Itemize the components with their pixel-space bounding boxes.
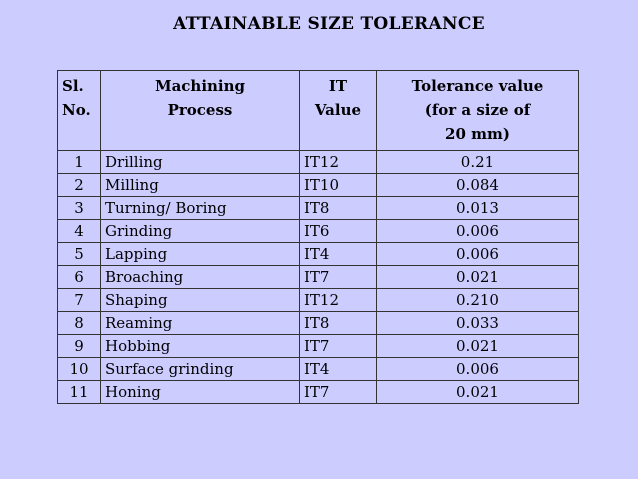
cell-tolerance: 0.006: [376, 357, 579, 381]
table-row: 9 Hobbing IT7 0.021: [57, 334, 579, 358]
table-row: 2 Milling IT10 0.084: [57, 173, 579, 197]
cell-sl-no: 3: [57, 196, 101, 220]
cell-it-value: IT12: [299, 288, 377, 312]
cell-it-value: IT8: [299, 196, 377, 220]
table-body: 1 Drilling IT12 0.21 2 Milling IT10 0.084 3 Turni…: [57, 150, 579, 404]
cell-process: Turning/ Boring: [100, 196, 300, 220]
cell-sl-no: 9: [57, 334, 101, 358]
table-row: 4 Grinding IT6 0.006: [57, 219, 579, 243]
cell-tolerance: 0.21: [376, 150, 579, 174]
header-tol-line2: (for a size of: [424, 101, 531, 119]
cell-sl-no: 4: [57, 219, 101, 243]
cell-it-value: IT12: [299, 150, 377, 174]
table-row: 11 Honing IT7 0.021: [57, 380, 579, 404]
cell-tolerance: 0.021: [376, 334, 579, 358]
cell-it-value: IT4: [299, 357, 377, 381]
cell-sl-no: 7: [57, 288, 101, 312]
cell-it-value: IT10: [299, 173, 377, 197]
header-sl-no: Sl. No.: [57, 70, 101, 151]
tolerance-table: Sl. No. Machining Process IT Value Toler…: [57, 70, 579, 404]
header-tol-line1: Tolerance value: [411, 77, 544, 95]
cell-it-value: IT7: [299, 334, 377, 358]
cell-sl-no: 2: [57, 173, 101, 197]
cell-process: Reaming: [100, 311, 300, 335]
cell-sl-no: 10: [57, 357, 101, 381]
cell-it-value: IT7: [299, 265, 377, 289]
header-tol-line3: 20 mm): [445, 125, 510, 143]
table-row: 1 Drilling IT12 0.21: [57, 150, 579, 174]
table-row: 6 Broaching IT7 0.021: [57, 265, 579, 289]
cell-tolerance: 0.084: [376, 173, 579, 197]
cell-sl-no: 5: [57, 242, 101, 266]
header-row: Sl. No. Machining Process IT Value Toler…: [57, 70, 579, 151]
header-sl-no-line1: Sl.: [62, 77, 84, 95]
cell-process: Milling: [100, 173, 300, 197]
cell-process: Surface grinding: [100, 357, 300, 381]
cell-tolerance: 0.006: [376, 242, 579, 266]
header-it-line1: IT: [328, 77, 348, 95]
cell-process: Honing: [100, 380, 300, 404]
cell-process: Grinding: [100, 219, 300, 243]
cell-process: Lapping: [100, 242, 300, 266]
table-row: 8 Reaming IT8 0.033: [57, 311, 579, 335]
header-it-line2: Value: [314, 101, 362, 119]
cell-sl-no: 1: [57, 150, 101, 174]
table-header: Sl. No. Machining Process IT Value Toler…: [57, 70, 579, 151]
cell-it-value: IT4: [299, 242, 377, 266]
page-title: ATTAINABLE SIZE TOLERANCE: [173, 14, 485, 34]
cell-tolerance: 0.006: [376, 219, 579, 243]
cell-tolerance: 0.021: [376, 265, 579, 289]
cell-process: Drilling: [100, 150, 300, 174]
header-process-line1: Machining: [154, 77, 246, 95]
cell-tolerance: 0.013: [376, 196, 579, 220]
cell-tolerance: 0.210: [376, 288, 579, 312]
cell-it-value: IT6: [299, 219, 377, 243]
header-tolerance: Tolerance value (for a size of 20 mm): [376, 70, 579, 151]
table-row: 7 Shaping IT12 0.210: [57, 288, 579, 312]
cell-process: Shaping: [100, 288, 300, 312]
cell-it-value: IT8: [299, 311, 377, 335]
cell-it-value: IT7: [299, 380, 377, 404]
header-process-line2: Process: [167, 101, 233, 119]
header-it-value: IT Value: [299, 70, 377, 151]
cell-process: Hobbing: [100, 334, 300, 358]
table-row: 10 Surface grinding IT4 0.006: [57, 357, 579, 381]
table-row: 5 Lapping IT4 0.006: [57, 242, 579, 266]
cell-tolerance: 0.033: [376, 311, 579, 335]
cell-sl-no: 6: [57, 265, 101, 289]
header-process: Machining Process: [100, 70, 300, 151]
cell-sl-no: 11: [57, 380, 101, 404]
cell-tolerance: 0.021: [376, 380, 579, 404]
table-row: 3 Turning/ Boring IT8 0.013: [57, 196, 579, 220]
cell-process: Broaching: [100, 265, 300, 289]
header-sl-no-line2: No.: [62, 101, 91, 119]
cell-sl-no: 8: [57, 311, 101, 335]
